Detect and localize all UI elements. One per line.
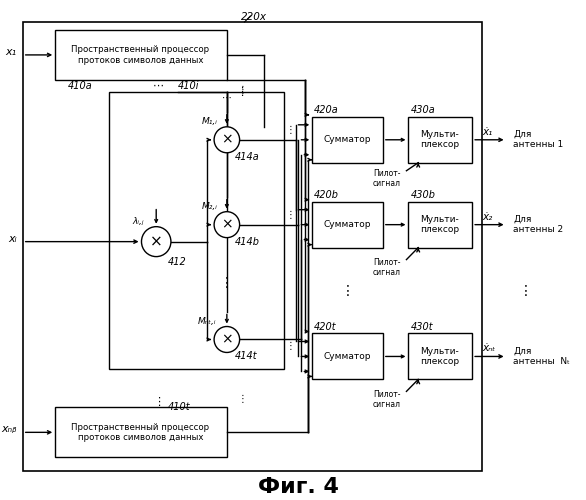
Text: Пилот-
сигнал: Пилот- сигнал xyxy=(373,169,401,188)
Text: ẋₙₜ: ẋₙₜ xyxy=(482,344,495,353)
Text: Для
антенны  Nₜ: Для антенны Nₜ xyxy=(513,347,570,366)
Text: Мульти-
плексор: Мульти- плексор xyxy=(420,215,459,234)
Text: Для
антенны 1: Для антенны 1 xyxy=(513,130,564,150)
Text: λᵢ,ⱼ: λᵢ,ⱼ xyxy=(133,217,144,226)
Text: Фиг. 4: Фиг. 4 xyxy=(258,478,339,498)
FancyBboxPatch shape xyxy=(312,334,383,380)
Text: 420a: 420a xyxy=(314,105,339,115)
Circle shape xyxy=(214,326,240,352)
Text: ×: × xyxy=(221,332,233,346)
FancyBboxPatch shape xyxy=(408,202,472,248)
Text: 430t: 430t xyxy=(410,322,433,332)
Text: 430a: 430a xyxy=(410,105,435,115)
Text: 414b: 414b xyxy=(235,236,260,246)
Text: ⋮: ⋮ xyxy=(286,125,295,135)
Text: ⋮: ⋮ xyxy=(236,87,247,97)
Text: ⋮: ⋮ xyxy=(238,394,247,404)
Circle shape xyxy=(214,212,240,238)
Text: 410i: 410i xyxy=(178,81,199,91)
FancyBboxPatch shape xyxy=(312,202,383,248)
Text: 412: 412 xyxy=(168,256,187,266)
Text: ⋯: ⋯ xyxy=(222,93,231,103)
Text: 220x: 220x xyxy=(241,12,267,22)
Text: Пространственный процессор
протоков символов данных: Пространственный процессор протоков симв… xyxy=(71,45,210,64)
Text: Сумматор: Сумматор xyxy=(324,352,372,361)
Text: Пилот-
сигнал: Пилот- сигнал xyxy=(373,390,401,409)
Circle shape xyxy=(141,226,171,256)
Text: 420b: 420b xyxy=(314,190,339,200)
Text: ẋ₂: ẋ₂ xyxy=(482,212,492,222)
Text: M₂,ᵢ: M₂,ᵢ xyxy=(201,202,217,211)
Text: 430b: 430b xyxy=(410,190,435,200)
Text: xᵢ: xᵢ xyxy=(8,234,17,243)
Text: Мульти-
плексор: Мульти- плексор xyxy=(420,347,459,366)
Text: ×: × xyxy=(221,218,233,232)
Text: ⋮: ⋮ xyxy=(220,276,234,289)
Text: 414t: 414t xyxy=(235,352,257,362)
Text: ⋮: ⋮ xyxy=(286,342,295,351)
Text: ⋮: ⋮ xyxy=(152,398,163,407)
FancyBboxPatch shape xyxy=(55,30,227,80)
FancyBboxPatch shape xyxy=(312,117,383,163)
Text: Мульти-
плексор: Мульти- плексор xyxy=(420,130,459,150)
Text: Mₙₜ,ᵢ: Mₙₜ,ᵢ xyxy=(198,317,216,326)
Text: xₙᵦ: xₙᵦ xyxy=(1,424,17,434)
Text: ⋮: ⋮ xyxy=(286,210,295,220)
FancyBboxPatch shape xyxy=(109,92,284,369)
Text: 420t: 420t xyxy=(314,322,337,332)
Text: Пространственный процессор
протоков символов данных: Пространственный процессор протоков симв… xyxy=(71,422,210,442)
FancyBboxPatch shape xyxy=(408,117,472,163)
Text: ×: × xyxy=(221,133,233,147)
Text: Сумматор: Сумматор xyxy=(324,220,372,229)
Text: ×: × xyxy=(150,234,162,249)
FancyBboxPatch shape xyxy=(408,334,472,380)
Text: Для
антенны 2: Для антенны 2 xyxy=(513,215,564,234)
Text: Сумматор: Сумматор xyxy=(324,136,372,144)
Text: x₁: x₁ xyxy=(6,47,17,57)
Text: ẋ₁: ẋ₁ xyxy=(482,127,492,137)
Text: ⋮: ⋮ xyxy=(238,85,247,95)
Text: M₁,ᵢ: M₁,ᵢ xyxy=(201,118,217,126)
Circle shape xyxy=(214,127,240,153)
Text: Пилот-
сигнал: Пилот- сигнал xyxy=(373,258,401,278)
Text: 410t: 410t xyxy=(168,402,190,412)
Text: ⋮: ⋮ xyxy=(340,284,355,298)
FancyBboxPatch shape xyxy=(23,22,482,471)
Text: 410a: 410a xyxy=(68,81,93,91)
Text: ⋯: ⋯ xyxy=(152,81,163,91)
Text: 414a: 414a xyxy=(235,152,260,162)
Text: ⋮: ⋮ xyxy=(519,284,533,298)
FancyBboxPatch shape xyxy=(55,408,227,458)
